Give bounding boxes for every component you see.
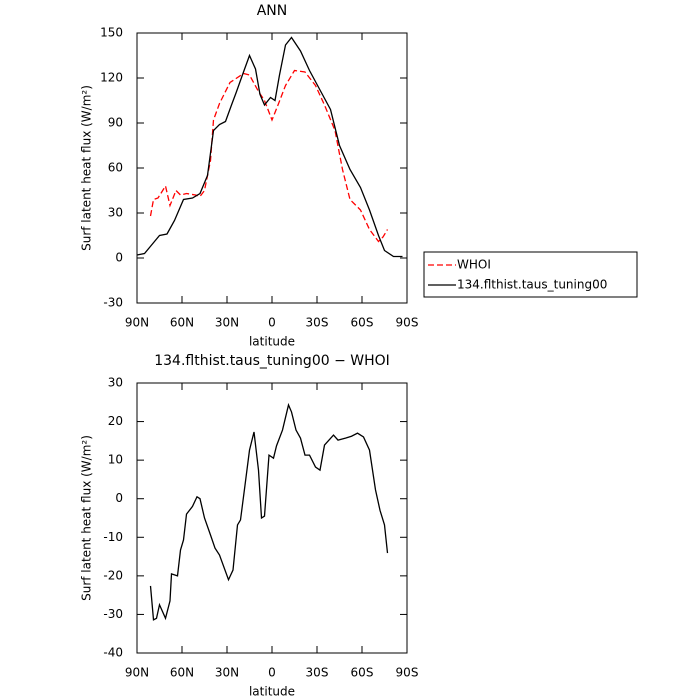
y-tick-label: -40 xyxy=(103,646,123,660)
chart-title: ANN xyxy=(257,3,288,19)
x-tick-label: 30S xyxy=(306,666,329,680)
data-line xyxy=(136,36,403,258)
legend-box xyxy=(423,251,638,298)
x-tick-label: 60N xyxy=(170,316,194,330)
legend-label: 134.flthist.taus_tuning00 xyxy=(457,278,607,292)
y-tick-label: -30 xyxy=(103,296,123,310)
x-tick-label: 90N xyxy=(125,666,149,680)
data-line xyxy=(149,69,389,243)
y-tick-label: 10 xyxy=(108,453,123,467)
x-tick-label: 30N xyxy=(215,666,239,680)
x-tick-label: 0 xyxy=(268,666,276,680)
x-tick-label: 30S xyxy=(306,316,329,330)
x-tick-label: 60S xyxy=(351,666,374,680)
chart-title: 134.flthist.taus_tuning00 − WHOI xyxy=(154,353,390,369)
y-tick-label: 60 xyxy=(108,161,123,175)
x-axis-label: latitude xyxy=(249,335,295,349)
x-tick-label: 90N xyxy=(125,316,149,330)
y-axis-label: Surf latent heat flux (W/m²) xyxy=(80,435,94,601)
y-tick-label: -30 xyxy=(103,607,123,621)
x-tick-label: 60S xyxy=(351,316,374,330)
y-tick-label: 0 xyxy=(115,251,123,265)
y-tick-label: 30 xyxy=(108,376,123,390)
y-tick-label: 150 xyxy=(100,26,123,40)
legend-label: WHOI xyxy=(457,258,491,272)
x-tick-label: 90S xyxy=(396,316,419,330)
y-tick-label: 30 xyxy=(108,206,123,220)
x-tick-label: 0 xyxy=(268,316,276,330)
data-line xyxy=(149,402,389,621)
x-tick-label: 60N xyxy=(170,666,194,680)
y-tick-label: 120 xyxy=(100,71,123,85)
x-tick-label: 30N xyxy=(215,316,239,330)
y-tick-label: -10 xyxy=(103,530,123,544)
y-tick-label: 0 xyxy=(115,491,123,505)
plot-frame xyxy=(136,32,408,304)
y-tick-label: 20 xyxy=(108,414,123,428)
x-tick-label: 90S xyxy=(396,666,419,680)
x-axis-label: latitude xyxy=(249,685,295,699)
y-axis-label: Surf latent heat flux (W/m²) xyxy=(80,85,94,251)
y-tick-label: 90 xyxy=(108,116,123,130)
plot-frame xyxy=(136,382,408,654)
y-tick-label: -20 xyxy=(103,568,123,582)
